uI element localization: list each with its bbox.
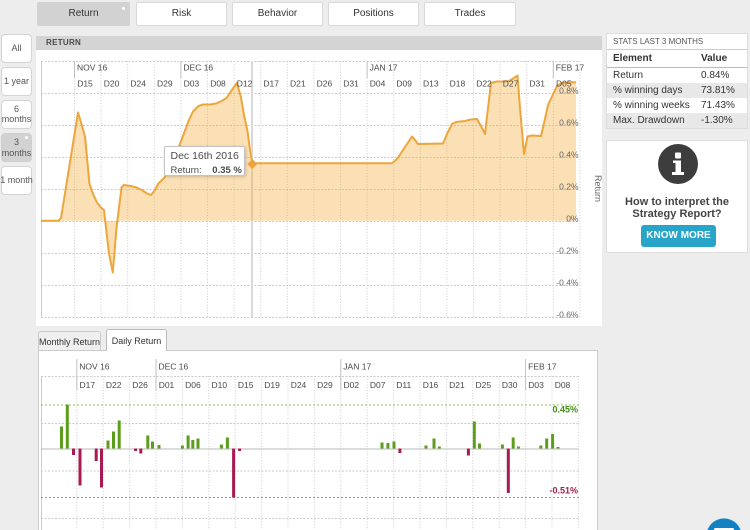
svg-text:D17: D17 — [80, 380, 96, 390]
svg-text:D04: D04 — [370, 79, 386, 89]
svg-text:-0.2%: -0.2% — [556, 246, 579, 256]
svg-text:D26: D26 — [317, 79, 333, 89]
svg-text:D11: D11 — [396, 380, 411, 390]
svg-text:D16: D16 — [423, 380, 439, 390]
svg-text:D24: D24 — [291, 380, 307, 390]
svg-text:D22: D22 — [476, 79, 492, 89]
svg-text:0.4%: 0.4% — [559, 150, 579, 160]
svg-text:DEC 16: DEC 16 — [183, 63, 213, 73]
svg-text:D24: D24 — [130, 79, 146, 89]
svg-text:D27: D27 — [503, 79, 519, 89]
svg-text:D10: D10 — [212, 380, 228, 390]
svg-text:D15: D15 — [238, 380, 254, 390]
svg-text:0.6%: 0.6% — [559, 118, 579, 128]
svg-text:D25: D25 — [476, 380, 492, 390]
svg-text:D15: D15 — [77, 79, 93, 89]
svg-text:D08: D08 — [210, 79, 226, 89]
svg-text:FEB 17: FEB 17 — [528, 361, 557, 371]
svg-text:D06: D06 — [185, 380, 201, 390]
svg-text:D21: D21 — [290, 79, 306, 89]
svg-text:D09: D09 — [396, 79, 412, 89]
svg-text:D31: D31 — [529, 79, 545, 89]
svg-text:-0.6%: -0.6% — [556, 310, 579, 320]
svg-text:D31: D31 — [343, 79, 359, 89]
svg-text:0.45%: 0.45% — [552, 405, 578, 415]
svg-text:D02: D02 — [344, 380, 360, 390]
svg-text:D30: D30 — [502, 380, 518, 390]
svg-text:0%: 0% — [566, 214, 579, 224]
svg-text:D07: D07 — [370, 380, 386, 390]
svg-text:0.2%: 0.2% — [559, 182, 579, 192]
svg-text:D26: D26 — [132, 380, 148, 390]
svg-text:D05: D05 — [556, 79, 572, 89]
svg-text:D13: D13 — [423, 79, 439, 89]
svg-text:0.8%: 0.8% — [559, 86, 579, 96]
svg-text:D29: D29 — [317, 380, 333, 390]
svg-text:NOV 16: NOV 16 — [77, 63, 108, 73]
svg-text:JAN 17: JAN 17 — [370, 63, 398, 73]
svg-text:D29: D29 — [157, 79, 173, 89]
svg-text:FEB 17: FEB 17 — [556, 63, 585, 73]
svg-text:D03: D03 — [184, 79, 200, 89]
svg-text:DEC 16: DEC 16 — [159, 361, 189, 371]
svg-text:NOV 16: NOV 16 — [79, 361, 110, 371]
svg-text:D01: D01 — [159, 380, 175, 390]
svg-text:D22: D22 — [106, 380, 122, 390]
svg-text:D20: D20 — [104, 79, 120, 89]
svg-text:D08: D08 — [555, 380, 571, 390]
svg-text:D19: D19 — [264, 380, 280, 390]
svg-text:-0.4%: -0.4% — [556, 278, 579, 288]
svg-text:D21: D21 — [449, 380, 465, 390]
svg-text:D12: D12 — [237, 79, 253, 89]
svg-text:-0.51%: -0.51% — [549, 486, 578, 496]
svg-text:D03: D03 — [528, 380, 544, 390]
svg-text:D18: D18 — [450, 79, 466, 89]
svg-text:JAN 17: JAN 17 — [343, 361, 371, 371]
svg-text:D17: D17 — [263, 79, 279, 89]
